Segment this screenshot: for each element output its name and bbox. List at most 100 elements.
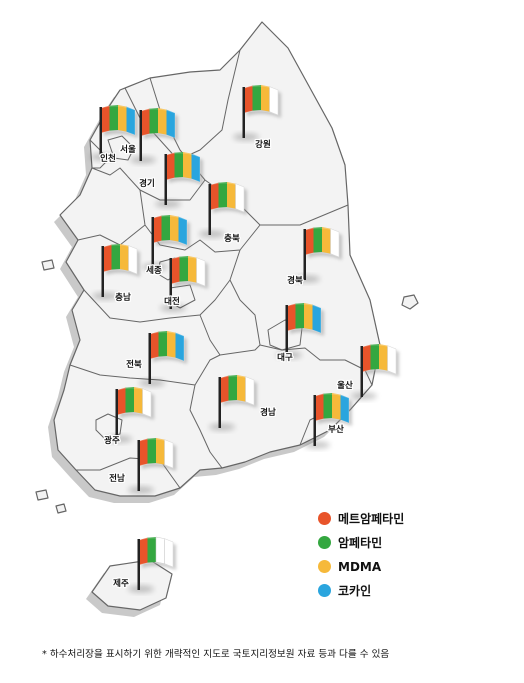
flag-gyeonggi [155,152,203,208]
flagpole [242,87,245,138]
flag-outline [152,215,188,246]
flag-stripe [126,106,135,135]
flag-stripe [218,182,227,208]
flag-outline [286,303,322,334]
flag-ground-shadow [139,379,165,387]
small-island [41,259,55,271]
region-label-daejeon: 대전 [164,296,180,307]
flag-incheon [90,105,138,161]
small-island [55,503,67,514]
flag-jeonbuk [139,331,187,387]
flag-ground-shadow [199,230,225,238]
region-label-busan: 부산 [328,424,344,435]
flag-stripe [128,245,138,275]
mainland [53,21,381,497]
flagpole [303,229,306,280]
region-label-incheon: 인천 [100,153,116,164]
flag-stripe [171,256,180,284]
flag-stripe [117,387,126,415]
legend-dot-icon [318,560,331,573]
flag-gyeongnam [209,375,257,431]
flag-ground-shadow [294,275,320,283]
flag-stripe [196,257,206,287]
flag-gangwon [233,85,281,141]
flag-stripe [245,376,255,406]
flag-stripe [370,344,379,370]
region-label-sejong: 세종 [146,265,162,276]
flag-chungbuk [199,182,247,238]
flag-stripe [155,536,165,564]
flag-outline [140,108,176,139]
flag-stripe [379,344,388,371]
legend-item-amphetamine: 암페타민 [318,534,404,551]
flag-stripe [178,216,187,245]
flagpole [169,258,172,309]
region-label-gwangju: 광주 [104,435,120,446]
flag-outline [149,331,185,362]
flag-outline [102,244,138,275]
flag-jeonnam [128,438,176,494]
flag-stripe [118,105,127,132]
flag-ground-shadow [233,133,259,141]
flag-stripe [153,215,162,243]
flag-stripe [244,85,253,113]
flag-stripe [147,537,156,563]
flagpole [139,110,142,161]
flag-stripe [161,215,170,241]
flagpole [360,346,363,397]
region-label-gyeongnam: 경남 [260,407,276,418]
legend-dot-icon [318,512,331,525]
flag-stripe [167,331,176,358]
flag-ground-shadow [106,435,132,443]
legend-item-methamphetamine: 메트암페타민 [318,510,404,527]
flag-ground-shadow [155,200,181,208]
flag-stripe [332,393,341,420]
flag-daejeon [160,256,208,312]
legend-dot-icon [318,584,331,597]
region-label-jeonnam: 전남 [109,473,125,484]
flag-stripe [287,303,296,331]
flag-outline [209,182,245,213]
flag-stripe [166,109,175,138]
flag-stripe [141,108,150,136]
legend: 메트암페타민 암페타민 MDMA 코카인 [318,510,404,606]
flag-stripe [175,332,184,361]
flag-stripe [228,375,237,401]
legend-label: 암페타민 [338,536,383,550]
flag-stripe [362,344,371,372]
flag-stripe [164,439,174,469]
flagpole [99,107,102,158]
flag-outline [138,537,174,568]
flag-stripe [150,331,159,359]
flag-gwangju [106,387,154,443]
region-labels: 인천 서울 경기 강원 충북 세종 충남 대전 경북 대구 전북 울산 경남 광… [99,138,354,591]
flag-stripe [125,387,134,413]
flagpole [285,305,288,356]
flag-stripe [158,331,167,357]
flag-stripe [235,183,245,213]
region-label-seoul: 서울 [120,144,136,155]
flag-stripe [183,152,192,179]
region-label-daegu: 대구 [277,352,293,363]
flag-stripe [101,105,110,133]
flag-stripe [305,227,314,255]
legend-dot-icon [318,536,331,549]
region-label-gyeonggi: 경기 [139,178,155,189]
flag-stripe [134,387,143,414]
flag-ground-shadow [160,304,186,312]
flag-outline [170,256,206,287]
flag-stripe [210,182,219,210]
flag-jeju [128,536,176,593]
flag-ground-shadow [142,263,168,271]
flag-ground-shadow [130,156,156,164]
flag-ground-shadow [276,351,302,359]
flag-busan [304,393,352,449]
legend-label: 메트암페타민 [338,512,405,526]
flag-stripe [261,85,270,112]
flag-stripe [387,345,397,375]
flag-stripe [322,227,331,254]
flagpole [115,389,118,440]
flag-outline [100,105,136,136]
flag-stripe [147,438,156,464]
flag-stripe [139,438,148,466]
